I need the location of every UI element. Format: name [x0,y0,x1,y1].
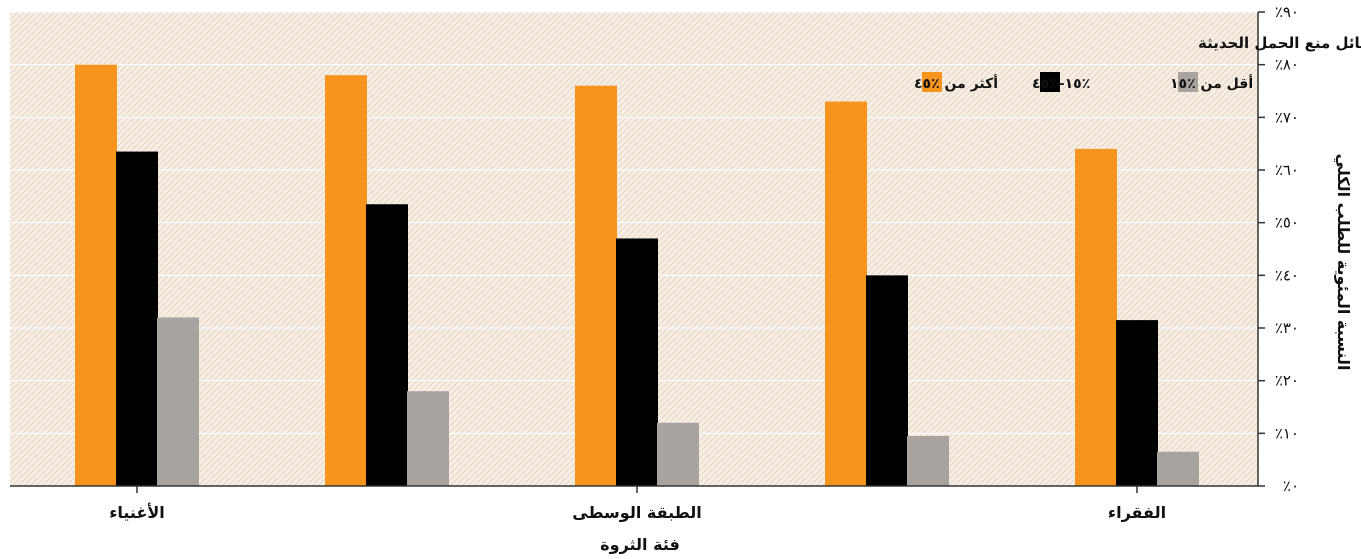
legend-swatch [922,72,942,92]
x-tick-label: الطبقة الوسطى [572,503,701,522]
bar [75,64,117,487]
legend-swatch [1040,72,1060,92]
legend-label: ٪١٥–٪٤٥ [1032,76,1090,92]
legend-label: أكثر من ٪٤٥ [914,74,998,92]
x-tick-label: الأغنياء [109,503,165,522]
bar [157,317,199,486]
bar [1157,451,1199,486]
bar [825,101,867,487]
legend-title: فئة شيوع وسائل منع الحمل الحديثة [1198,34,1361,52]
bar [366,204,408,486]
bar [657,422,699,486]
x-tick-label: الفقراء [1108,503,1166,522]
y-tick-label: ٪٠ [1283,477,1299,495]
y-axis-title: النسبة المئوية للطلب الكلي [1333,154,1353,371]
bar [407,391,449,486]
x-axis-title: فئة الثروة [600,535,680,554]
bar [866,275,908,486]
legend-swatch [1178,72,1198,92]
bar [116,151,158,487]
bar [325,75,367,486]
y-tick-label: ٪٥٠ [1275,214,1299,232]
bar [616,238,658,486]
y-tick-label: ٪٨٠ [1275,56,1299,74]
y-tick-label: ٪٢٠ [1275,372,1299,390]
y-tick-label: ٪٣٠ [1275,319,1299,337]
bars [75,64,1199,487]
y-tick-label: ٪٤٠ [1275,266,1299,284]
bar [1075,148,1117,486]
x-category-labels: الأغنياء الطبقة الوسطى الفقراء [109,486,1166,522]
y-tick-label: ٪١٠ [1275,424,1299,442]
legend: فئة شيوع وسائل منع الحمل الحديثة أقل من … [914,34,1361,92]
y-tick-label: ٪٦٠ [1275,161,1299,179]
y-tick-label: ٪٧٠ [1275,108,1299,126]
bar [907,435,949,486]
bar [1116,320,1158,486]
y-ticks: ٪٠ ٪١٠ ٪٢٠ ٪٣٠ ٪٤٠ ٪٥٠ ٪٦٠ ٪٧٠ ٪٨٠ ٪٩٠ [1258,3,1299,495]
bar [575,85,617,486]
legend-label: أقل من ٪١٥ [1170,74,1253,92]
y-tick-label: ٪٩٠ [1275,3,1299,21]
